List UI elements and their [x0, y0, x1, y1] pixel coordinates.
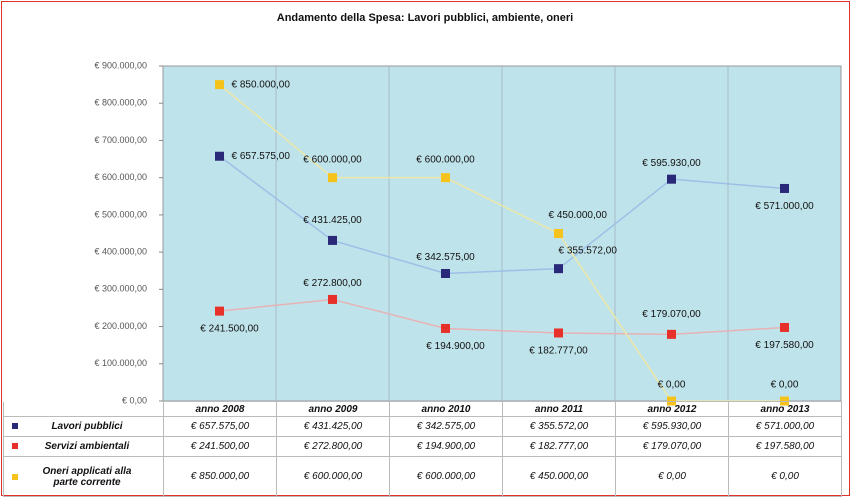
legend-label: Oneri applicati alla parte corrente	[42, 465, 132, 488]
point-marker	[328, 294, 337, 304]
table-cell: € 355.572,00	[502, 416, 616, 437]
table-cell: € 197.580,00	[728, 436, 842, 457]
y-tick-label: € 800.000,00	[94, 98, 147, 108]
legend-label: Servizi ambientali	[44, 440, 130, 452]
table-row: Oneri applicati alla parte corrente € 850…	[3, 456, 842, 497]
value-label: € 0,00	[658, 380, 686, 391]
y-tick-label: € 600.000,00	[94, 172, 147, 182]
x-tick-label: anno 2010	[389, 401, 503, 417]
y-tick-label: € 200.000,00	[94, 321, 147, 331]
value-label: € 595.930,00	[642, 158, 701, 169]
point-marker	[441, 323, 450, 333]
value-label: € 197.580,00	[755, 340, 814, 351]
table-cell: € 342.575,00	[389, 416, 503, 437]
point-marker	[554, 328, 563, 338]
value-label: € 194.900,00	[426, 341, 485, 352]
table-cell: € 194.900,00	[389, 436, 503, 457]
series-line	[219, 155, 785, 275]
legend-marker	[12, 473, 18, 480]
point-marker	[667, 174, 676, 184]
table-row: Servizi ambientali € 241.500,00 € 272.800,…	[3, 436, 842, 457]
point-marker	[780, 322, 789, 332]
chart-title: Andamento della Spesa: Lavori pubblici, …	[277, 12, 573, 24]
legend-marker	[12, 423, 18, 430]
table-cell: € 600.000,00	[276, 456, 390, 497]
x-tick-label: anno 2011	[502, 401, 616, 417]
point-marker	[441, 268, 450, 278]
legend-entry: Servizi ambientali	[3, 436, 164, 457]
point-marker	[215, 151, 224, 161]
legend-label: Lavori pubblici	[51, 420, 123, 432]
table-cell: € 595.930,00	[615, 416, 729, 437]
table-cell: € 182.777,00	[502, 436, 616, 457]
table-cell: € 179.070,00	[615, 436, 729, 457]
table-cell: € 450.000,00	[502, 456, 616, 497]
value-label: € 431.425,00	[303, 215, 362, 226]
series-line	[219, 298, 785, 336]
value-label: € 342.575,00	[416, 252, 475, 263]
y-tick-label: € 400.000,00	[94, 246, 147, 256]
value-label: € 850.000,00	[232, 79, 291, 90]
x-tick-label: anno 2008	[163, 401, 277, 417]
table-cell: € 0,00	[615, 456, 729, 497]
value-label: € 182.777,00	[529, 346, 588, 357]
point-marker	[328, 173, 337, 183]
value-label: € 571.000,00	[755, 201, 814, 212]
value-label: € 0,00	[771, 380, 799, 391]
y-tick-label: € 0,00	[122, 395, 147, 405]
value-label: € 657.575,00	[232, 151, 291, 162]
value-label: € 272.800,00	[303, 278, 362, 289]
value-label: € 600.000,00	[303, 154, 362, 165]
table-cell: € 571.000,00	[728, 416, 842, 437]
x-tick-label: anno 2012	[615, 401, 729, 417]
point-marker	[215, 306, 224, 316]
legend-entry: Lavori pubblici	[3, 416, 164, 437]
x-tick-label: anno 2009	[276, 401, 390, 417]
y-tick-label: € 500.000,00	[94, 209, 147, 219]
value-label: € 600.000,00	[416, 154, 475, 165]
data-table: anno 2008 anno 2009 anno 2010 anno 2011 anno…	[3, 401, 842, 497]
y-tick-label: € 100.000,00	[94, 358, 147, 368]
table-corner	[3, 401, 164, 417]
table-cell: € 431.425,00	[276, 416, 390, 437]
legend-entry: Oneri applicati alla parte corrente	[3, 456, 164, 497]
table-cell: € 850.000,00	[163, 456, 277, 497]
point-marker	[780, 183, 789, 193]
point-marker	[554, 229, 563, 238]
value-label: € 450.000,00	[549, 210, 608, 221]
table-header-row: anno 2008 anno 2009 anno 2010 anno 2011 anno…	[3, 401, 842, 417]
y-tick-label: € 700.000,00	[94, 135, 147, 145]
table-row: Lavori pubblici € 657.575,00 € 431.425,00 €…	[3, 416, 842, 437]
value-label: € 179.070,00	[642, 309, 701, 320]
table-cell: € 0,00	[728, 456, 842, 497]
y-tick-label: € 300.000,00	[94, 284, 147, 294]
point-marker	[328, 235, 337, 245]
point-marker	[667, 329, 676, 339]
table-cell: € 657.575,00	[163, 416, 277, 437]
point-marker	[215, 80, 224, 90]
value-label: € 241.500,00	[200, 324, 259, 335]
table-cell: € 272.800,00	[276, 436, 390, 457]
legend-marker	[12, 443, 18, 450]
table-cell: € 600.000,00	[389, 456, 503, 497]
point-marker	[554, 264, 563, 274]
point-marker	[441, 173, 450, 183]
x-tick-label: anno 2013	[728, 401, 842, 417]
table-cell: € 241.500,00	[163, 436, 277, 457]
y-tick-label: € 900.000,00	[94, 60, 147, 70]
value-label: € 355.572,00	[559, 245, 618, 256]
